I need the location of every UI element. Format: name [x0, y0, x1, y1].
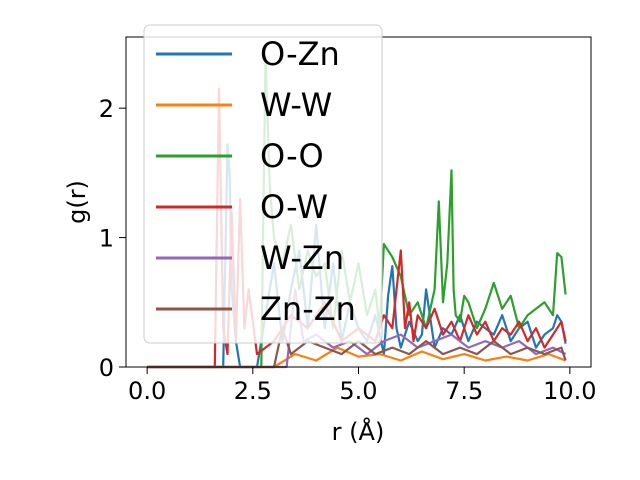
x-tick-label: 7.5	[445, 377, 483, 405]
legend-label-w-w: W-W	[260, 86, 332, 124]
y-tick-label: 1	[99, 225, 114, 253]
series-line-w-w	[147, 346, 566, 369]
legend-label-o-o: O-O	[260, 137, 324, 175]
legend: O-Zn W-W O-O O-W W-Zn Zn-Zn	[143, 24, 383, 344]
legend-label-zn-zn: Zn-Zn	[260, 290, 356, 328]
x-tick-label: 5.0	[339, 377, 377, 405]
legend-label-w-zn: W-Zn	[260, 239, 344, 277]
x-axis-label: r (Å)	[332, 417, 385, 446]
legend-label-o-w: O-W	[260, 188, 328, 226]
x-tick-label: 0.0	[128, 377, 166, 405]
x-tick-label: 10.0	[543, 377, 596, 405]
y-axis-label: g(r)	[63, 180, 91, 224]
legend-label-o-zn: O-Zn	[260, 35, 340, 73]
x-tick-label: 2.5	[234, 377, 272, 405]
y-tick-label: 2	[99, 95, 114, 123]
y-tick-label: 0	[99, 354, 114, 382]
series-line-zn-zn	[147, 327, 567, 369]
ticks-layer: 0.0 2.5 5.0 7.5 10.0 0 1 2	[99, 95, 597, 405]
